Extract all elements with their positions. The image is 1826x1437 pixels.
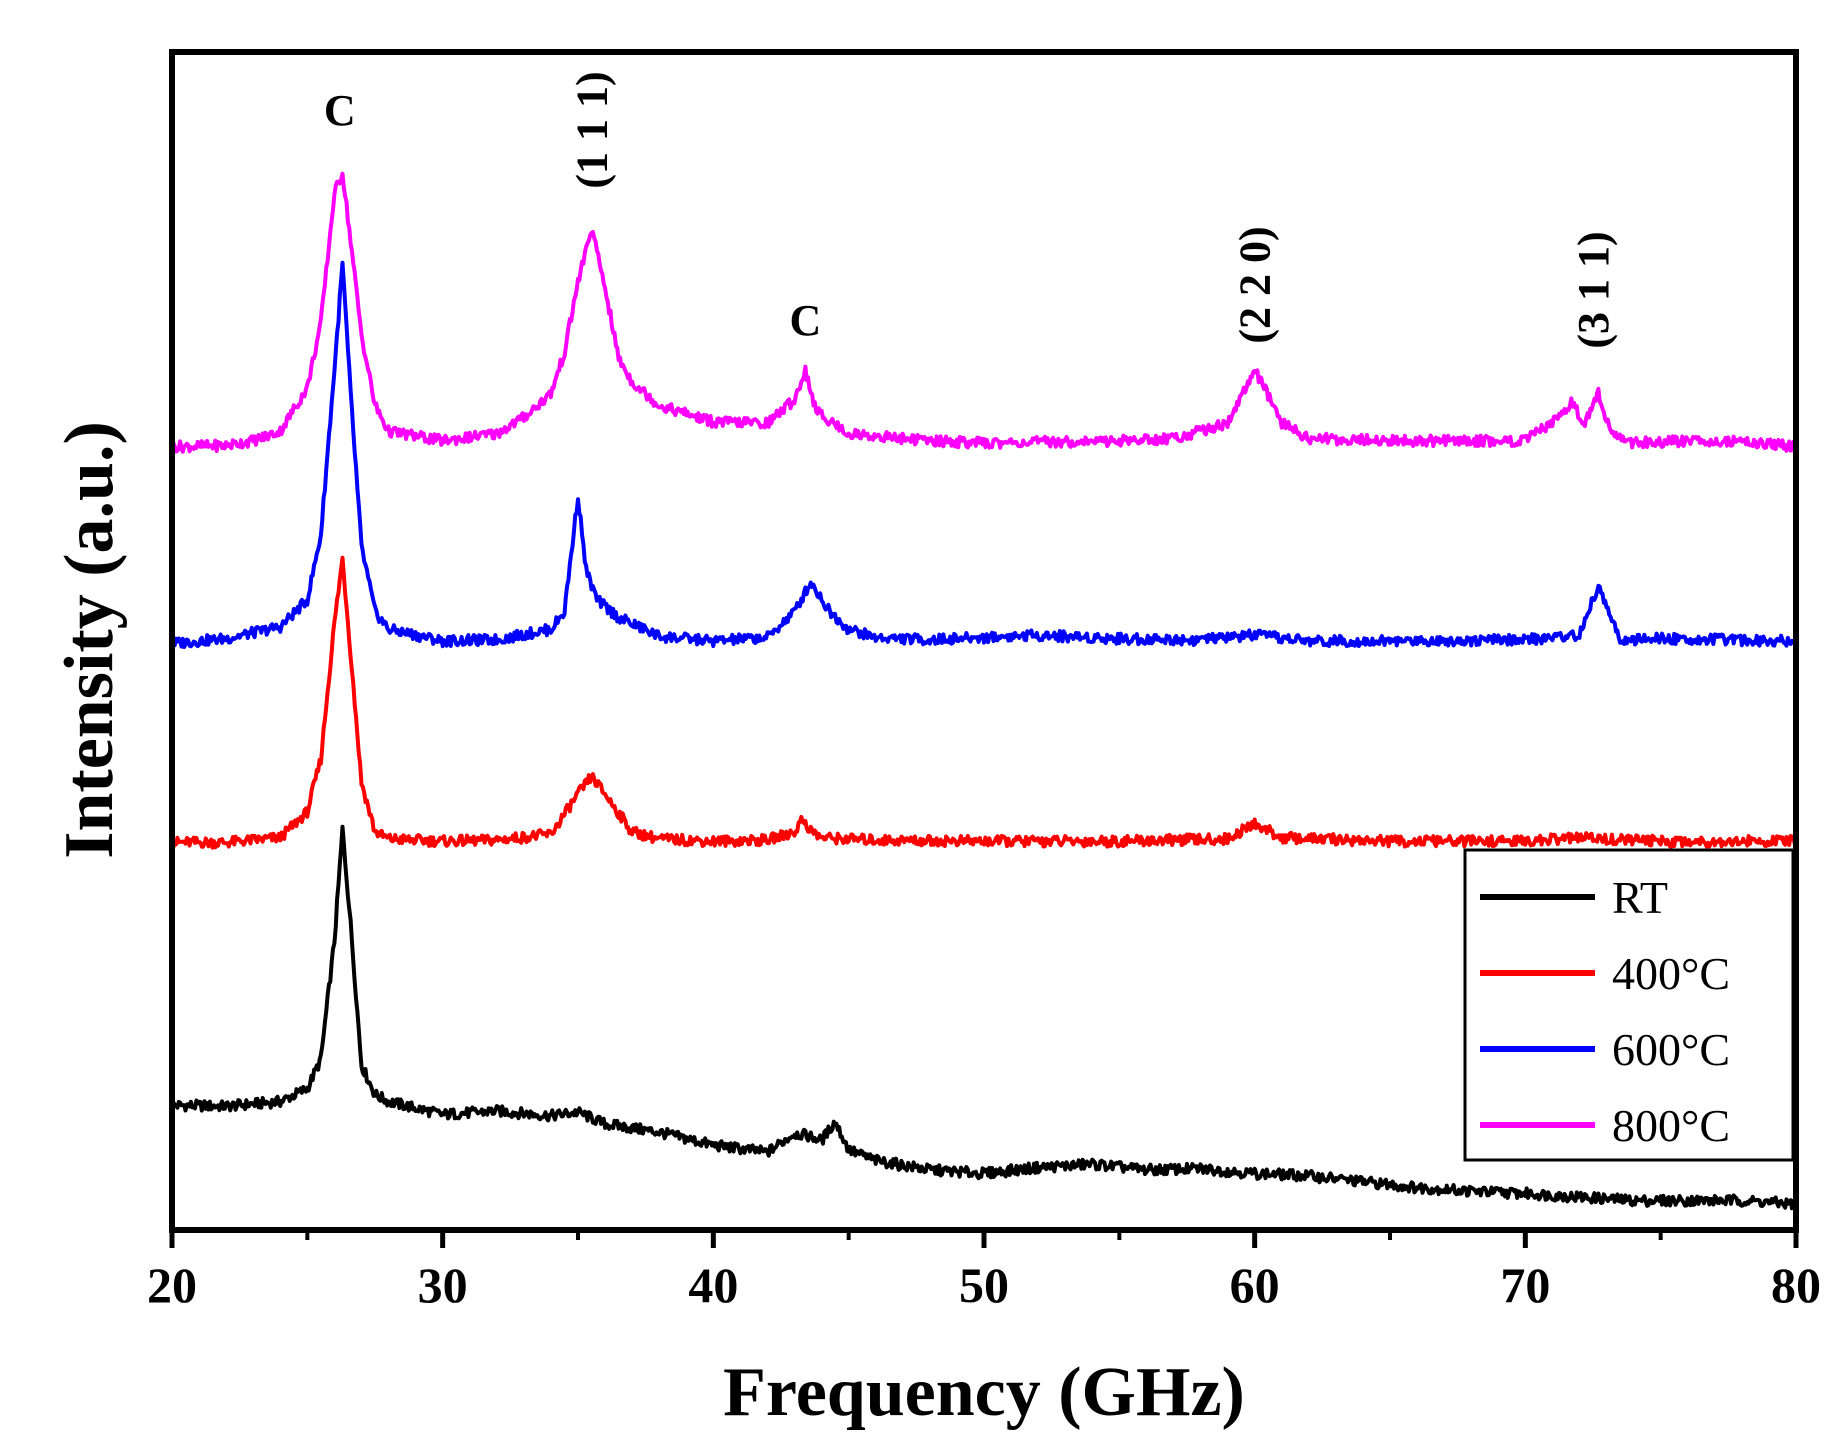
legend-items: RT 400°C 600°C 800°C	[1480, 872, 1730, 1151]
peak-annotation-label: (1 1 1)	[568, 71, 617, 188]
legend: RT 400°C 600°C 800°C	[1463, 848, 1795, 1162]
x-tick-label: 60	[1230, 1257, 1280, 1313]
x-tick-label: 40	[688, 1257, 738, 1313]
x-tick-label: 30	[418, 1257, 468, 1313]
peak-annotations: C (1 1 1) C (2 2 0) (3 1 1)	[324, 71, 1618, 348]
series-line-RT	[170, 824, 1797, 1211]
legend-label: 600°C	[1612, 1024, 1730, 1075]
legend-label: RT	[1612, 872, 1668, 923]
series-line-600C	[170, 260, 1798, 649]
peak-annotation-label: (2 2 0)	[1231, 226, 1280, 343]
peak-annotation-label: C	[789, 296, 821, 345]
x-tick-label: 70	[1500, 1257, 1550, 1313]
peak-annotation-label: C	[324, 86, 356, 135]
x-ticks: 20 30 40 50 60 70 80	[147, 1230, 1821, 1313]
x-tick-label: 20	[147, 1257, 197, 1313]
series-line-800C	[170, 171, 1798, 454]
x-tick-label: 80	[1771, 1257, 1821, 1313]
peak-annotation-label: (3 1 1)	[1569, 231, 1618, 348]
series-layer	[170, 171, 1798, 1211]
legend-box	[1463, 848, 1795, 1162]
x-axis-title: Frequency (GHz)	[723, 1354, 1245, 1431]
y-axis-title: Intensity (a.u.)	[51, 421, 128, 859]
legend-label: 400°C	[1612, 948, 1730, 999]
series-line-400C	[171, 555, 1798, 850]
x-tick-label: 50	[959, 1257, 1009, 1313]
legend-label: 800°C	[1612, 1100, 1730, 1151]
